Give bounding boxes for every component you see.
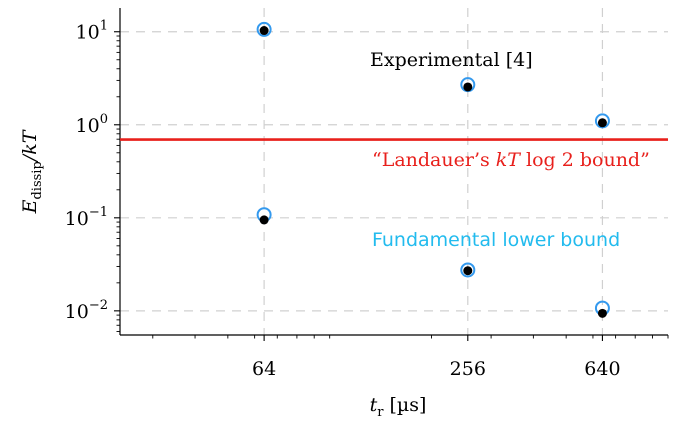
y-tick-label: 100 [76,112,108,137]
x-tick-label: 256 [450,358,486,380]
data-points [256,21,610,318]
y-tick-label: 101 [76,19,108,44]
grid-lines [120,8,668,335]
y-tick-label: 10−2 [65,298,108,323]
annotation-landauer-pre: “Landauer’s [372,149,496,171]
data-point-open [594,113,610,129]
data-point-filled [597,118,607,128]
y-tick-label: 10−1 [65,205,108,230]
y-axis-label-main: E [19,199,41,214]
data-point-filled [259,26,269,36]
y-axis-label: Edissip/kT [19,129,45,214]
data-point-filled [463,266,473,276]
data-point-filled [259,215,269,225]
x-axis-label-unit: [µs] [383,394,426,416]
annotation-fundamental: Fundamental lower bound [372,229,620,251]
data-point-open [460,262,476,278]
annotation-experimental: Experimental [4] [370,49,533,71]
annotation-landauer: “Landauer’s kT log 2 bound” [372,149,650,171]
x-axis-label-main: t [370,394,378,416]
x-ticks: 64 256 640 [152,335,669,380]
x-axis-label-sub: r [377,405,384,420]
data-point-filled [597,308,607,318]
annotation-landauer-mid: log 2 bound” [520,149,650,171]
annotation-landauer-kt: kT [496,149,522,171]
y-axis-label-rest: /kT [19,129,41,163]
x-axis-label: tr [µs] [370,394,427,420]
data-point-filled [463,82,473,92]
x-tick-label: 640 [584,358,620,380]
y-ticks: 101 100 10−1 10−2 [65,19,120,332]
x-tick-label: 64 [252,358,276,380]
axes [119,8,668,336]
y-axis-label-sub: dissip [30,161,45,199]
data-point-open [256,21,272,37]
